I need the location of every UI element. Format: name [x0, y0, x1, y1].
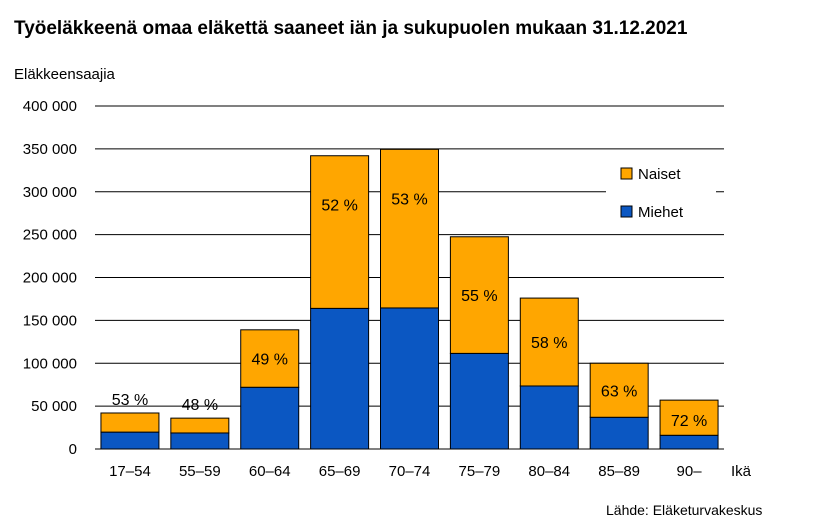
- bar-miehet: [519, 385, 579, 450]
- percent-label: 63 %: [601, 383, 637, 400]
- y-tick-label: 150 000: [23, 312, 77, 329]
- bar-miehet: [659, 434, 719, 450]
- bar-miehet: [589, 416, 649, 450]
- y-tick-labels: 0 50 000 100 000 150 000 200 000 250 000 300 0…: [23, 98, 77, 458]
- bar-naiset: [659, 399, 719, 436]
- y-tick-label: 400 000: [23, 98, 77, 115]
- legend-label-naiset: Naiset: [638, 166, 681, 183]
- chart-title: Työeläkkeenä omaa eläkettä saaneet iän j…: [14, 18, 688, 39]
- x-tick-label: 80–84: [528, 463, 570, 480]
- bar-miehet: [380, 307, 439, 450]
- y-tick-label: 250 000: [23, 227, 77, 244]
- y-tick-label: 200 000: [23, 270, 77, 287]
- x-tick-label: 60–64: [249, 463, 291, 480]
- y-tick-label: 350 000: [23, 141, 77, 158]
- percent-label: 55 %: [461, 288, 497, 305]
- x-axis-label: Ikä: [731, 463, 752, 480]
- percent-label: 52 %: [321, 198, 357, 215]
- x-tick-label: 85–89: [598, 463, 640, 480]
- legend-label-miehet: Miehet: [638, 204, 684, 221]
- bar-naiset: [589, 362, 649, 418]
- legend-swatch-naiset: [620, 167, 633, 180]
- percent-label: 72 %: [671, 413, 707, 430]
- x-tick-label: 65–69: [319, 463, 361, 480]
- x-tick-label: 75–79: [459, 463, 501, 480]
- y-tick-label: 0: [69, 441, 77, 458]
- x-tick-label: 17–54: [109, 463, 151, 480]
- y-axis-label: Eläkkeensaajia: [14, 66, 116, 83]
- percent-label: 53 %: [112, 392, 148, 409]
- legend-swatch-miehet: [620, 205, 633, 218]
- y-tick-label: 100 000: [23, 355, 77, 372]
- bar-miehet: [100, 431, 160, 450]
- bar-naiset: [310, 155, 370, 309]
- percent-label: 48 %: [182, 397, 218, 414]
- bar-naiset: [449, 236, 509, 354]
- bar-miehet: [240, 386, 300, 450]
- bar-miehet: [449, 352, 509, 450]
- bar-naiset: [380, 148, 439, 309]
- x-tick-label: 55–59: [179, 463, 221, 480]
- bar-naiset: [519, 297, 579, 387]
- x-tick-label: 90–: [677, 463, 703, 480]
- percent-label: 49 %: [251, 352, 287, 369]
- bar-miehet: [170, 432, 230, 450]
- y-tick-label: 50 000: [31, 398, 77, 415]
- bar-naiset: [240, 329, 300, 388]
- percent-label: 58 %: [531, 335, 567, 352]
- bar-naiset: [100, 412, 160, 433]
- x-tick-labels: 17–54 55–59 60–64 65–69 70–74 75–79 80–84 85–89…: [109, 463, 702, 480]
- source-note: Lähde: Eläketurvakeskus: [606, 502, 762, 518]
- percent-label: 53 %: [391, 191, 427, 208]
- bar-miehet: [310, 307, 370, 450]
- bars: [100, 148, 719, 450]
- percent-labels: 53 % 48 % 49 % 52 % 53 % 55 % 58 % 63 % 72 %: [112, 191, 708, 430]
- x-tick-label: 70–74: [389, 463, 431, 480]
- y-tick-label: 300 000: [23, 184, 77, 201]
- legend: Naiset Miehet: [606, 157, 716, 233]
- bar-naiset: [170, 417, 230, 434]
